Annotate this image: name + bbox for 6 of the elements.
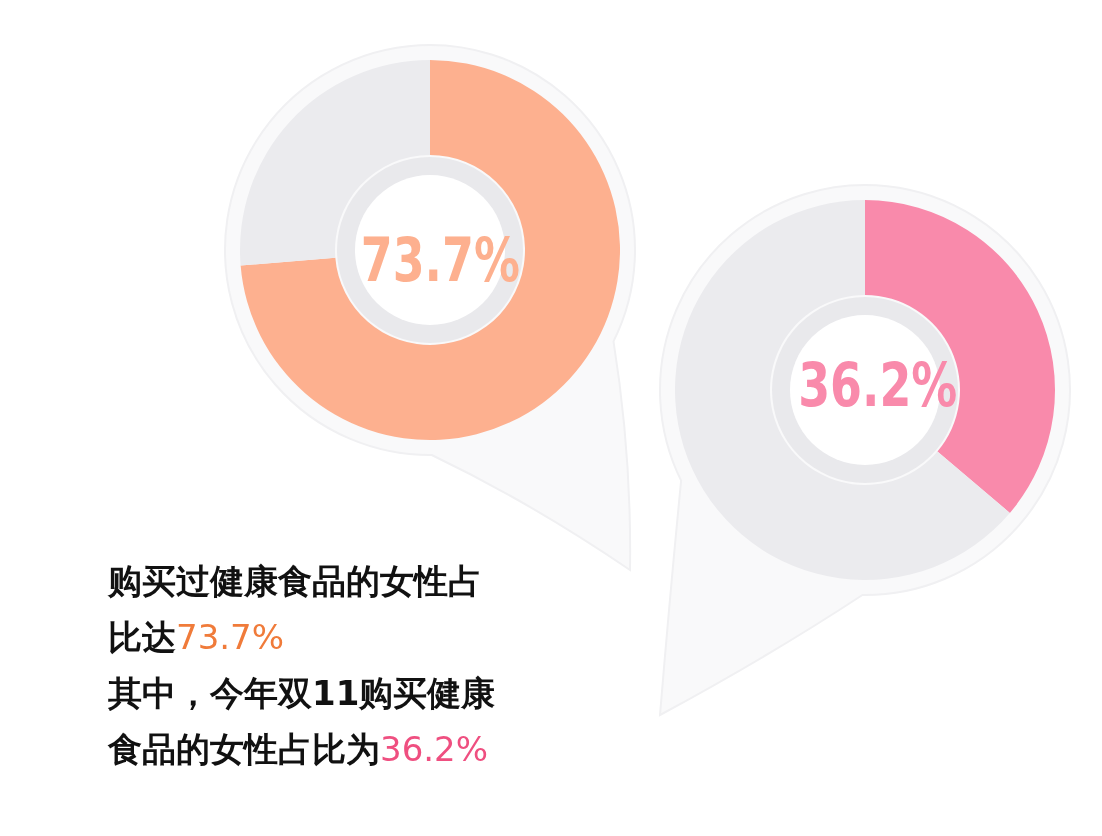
data-label: 73.7%: [360, 225, 520, 296]
donut-slice: [240, 60, 620, 440]
data-label: 36.2%: [798, 349, 958, 420]
text: 购买过健康食品的女性占比达73.7%: [107, 561, 482, 657]
donut-slice: [675, 200, 1010, 580]
text: 其中，今年双11购买健康食品的女性占比为36.2%: [107, 673, 496, 769]
